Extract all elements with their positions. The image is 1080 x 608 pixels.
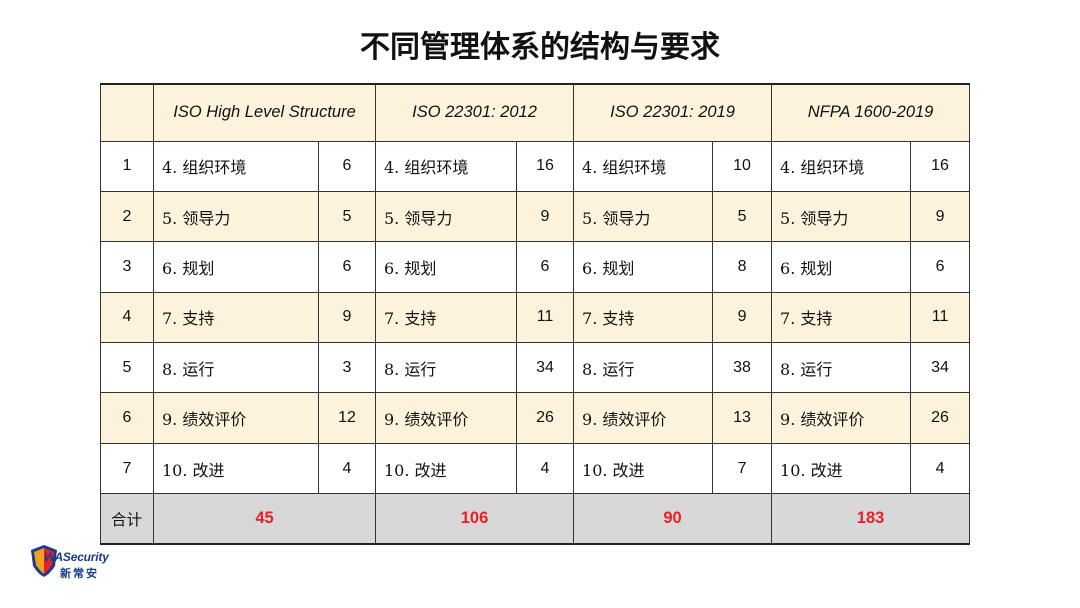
clause-label: 10. 改进 <box>771 442 912 495</box>
column-header: ISO High Level Structure <box>153 83 376 142</box>
clause-count: 4 <box>515 442 575 495</box>
clause-label: 10. 改进 <box>375 442 517 495</box>
clause-label: 6. 规划 <box>573 241 714 293</box>
clause-count: 11 <box>910 291 971 344</box>
clause-label: 6. 规划 <box>375 241 517 293</box>
shield-icon <box>31 545 57 577</box>
clause-label: 5. 领导力 <box>153 190 319 243</box>
clause-count: 16 <box>910 140 971 192</box>
clause-count: 6 <box>318 140 376 192</box>
clause-count: 34 <box>515 342 575 394</box>
clause-count: 12 <box>318 392 376 444</box>
clause-count: 9 <box>515 190 575 243</box>
page-title: 不同管理体系的结构与要求 <box>360 30 720 65</box>
total-label: 合计 <box>100 493 154 546</box>
clause-label: 4. 组织环境 <box>375 140 517 192</box>
column-header: NFPA 1600-2019 <box>771 83 971 142</box>
clause-count: 7 <box>712 442 773 495</box>
row-number: 4 <box>100 291 154 344</box>
clause-label: 10. 改进 <box>573 442 714 495</box>
logo-text-cn: 新常安 <box>60 567 99 580</box>
clause-count: 38 <box>712 342 773 394</box>
table-row: 4 7. 支持 9 7. 支持 11 7. 支持 9 7. 支持 11 <box>100 291 971 344</box>
clause-label: 8. 运行 <box>153 342 319 394</box>
clause-label: 10. 改进 <box>153 442 319 495</box>
header-corner-cell <box>100 83 154 142</box>
clause-count: 6 <box>910 241 971 293</box>
clause-label: 6. 规划 <box>153 241 319 293</box>
table-row: 2 5. 领导力 5 5. 领导力 9 5. 领导力 5 5. 领导力 9 <box>100 190 971 243</box>
table-header-row: ISO High Level Structure ISO 22301: 2012 I… <box>100 83 971 142</box>
clause-label: 4. 组织环境 <box>153 140 319 192</box>
clause-label: 4. 组织环境 <box>573 140 714 192</box>
clause-count: 8 <box>712 241 773 293</box>
clause-count: 26 <box>910 392 971 444</box>
table-row: 1 4. 组织环境 6 4. 组织环境 16 4. 组织环境 10 4. 组织环境 16 <box>100 140 971 192</box>
comparison-table: ISO High Level Structure ISO 22301: 2012 I… <box>100 83 971 546</box>
clause-label: 7. 支持 <box>771 291 912 344</box>
clause-count: 4 <box>318 442 376 495</box>
clause-label: 7. 支持 <box>573 291 714 344</box>
clause-label: 7. 支持 <box>153 291 319 344</box>
column-header: ISO 22301: 2019 <box>573 83 773 142</box>
clause-count: 26 <box>515 392 575 444</box>
total-value: 90 <box>573 493 773 546</box>
clause-count: 4 <box>910 442 971 495</box>
clause-count: 9 <box>910 190 971 243</box>
row-number: 1 <box>100 140 154 192</box>
clause-count: 5 <box>712 190 773 243</box>
clause-label: 9. 绩效评价 <box>153 392 319 444</box>
clause-count: 3 <box>318 342 376 394</box>
total-value: 183 <box>771 493 971 546</box>
row-number: 3 <box>100 241 154 293</box>
clause-label: 8. 运行 <box>573 342 714 394</box>
clause-label: 6. 规划 <box>771 241 912 293</box>
clause-label: 5. 领导力 <box>375 190 517 243</box>
clause-count: 10 <box>712 140 773 192</box>
row-number: 2 <box>100 190 154 243</box>
row-number: 7 <box>100 442 154 495</box>
row-number: 5 <box>100 342 154 394</box>
table-row: 6 9. 绩效评价 12 9. 绩效评价 26 9. 绩效评价 13 9. 绩效评价 26 <box>100 392 971 444</box>
clause-label: 8. 运行 <box>375 342 517 394</box>
table-row: 5 8. 运行 3 8. 运行 34 8. 运行 38 8. 运行 34 <box>100 342 971 394</box>
clause-count: 13 <box>712 392 773 444</box>
clause-label: 5. 领导力 <box>573 190 714 243</box>
clause-label: 9. 绩效评价 <box>771 392 912 444</box>
clause-label: 8. 运行 <box>771 342 912 394</box>
clause-count: 34 <box>910 342 971 394</box>
total-value: 45 <box>153 493 376 546</box>
clause-count: 5 <box>318 190 376 243</box>
clause-count: 9 <box>318 291 376 344</box>
clause-label: 5. 领导力 <box>771 190 912 243</box>
clause-label: 9. 绩效评价 <box>375 392 517 444</box>
logo: WASecurity 新常安 <box>30 542 110 582</box>
clause-count: 6 <box>515 241 575 293</box>
clause-count: 16 <box>515 140 575 192</box>
clause-count: 11 <box>515 291 575 344</box>
clause-label: 4. 组织环境 <box>771 140 912 192</box>
table-row: 7 10. 改进 4 10. 改进 4 10. 改进 7 10. 改进 4 <box>100 442 971 495</box>
column-header: ISO 22301: 2012 <box>374 83 575 142</box>
clause-count: 9 <box>712 291 773 344</box>
table-row: 3 6. 规划 6 6. 规划 6 6. 规划 8 6. 规划 6 <box>100 241 971 293</box>
table-total-row: 合计 45 106 90 183 <box>100 493 971 546</box>
clause-label: 9. 绩效评价 <box>573 392 714 444</box>
clause-label: 7. 支持 <box>375 291 517 344</box>
row-number: 6 <box>100 392 154 444</box>
total-value: 106 <box>374 493 575 546</box>
logo-text: WASecurity <box>44 550 109 564</box>
clause-count: 6 <box>318 241 376 293</box>
